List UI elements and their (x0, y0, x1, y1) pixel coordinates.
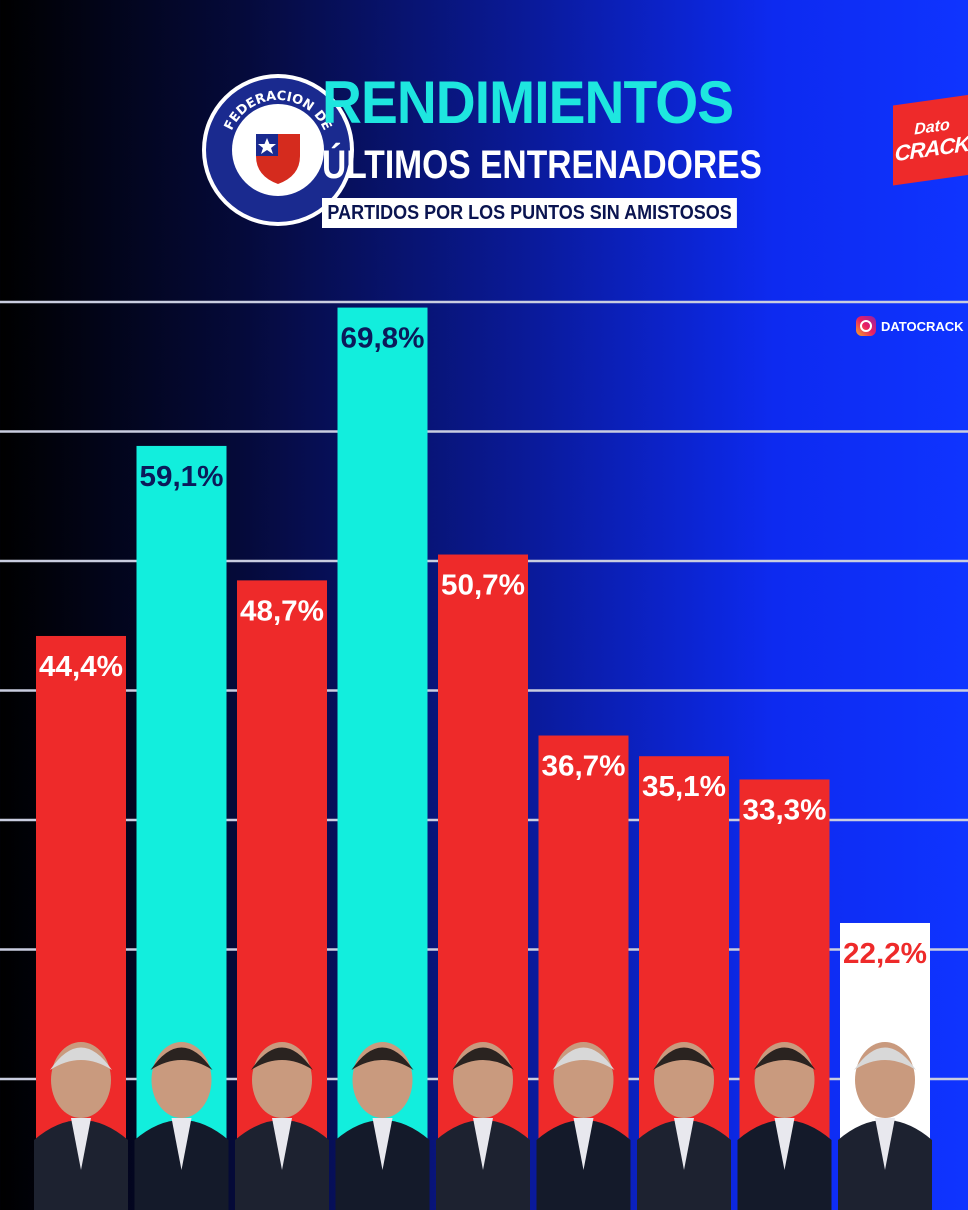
value-label: 36,7% (542, 751, 626, 783)
coach-photo (737, 1042, 832, 1210)
value-label: 35,1% (642, 771, 726, 803)
value-label: 69,8% (341, 323, 425, 355)
coach-photos (34, 1042, 932, 1210)
coach-photo (235, 1042, 329, 1210)
instagram-label: DATOCRACK (881, 318, 964, 334)
chart-subtitle: ÚLTIMOS ENTRENADORES (322, 143, 762, 187)
instagram-icon (856, 316, 876, 336)
instagram-handle: DATOCRACK (856, 316, 964, 336)
coach-photo (536, 1042, 631, 1210)
value-labels: 44,4% 59,1% 48,7% 69,8% 50,7% 36,7% 35,1% 33,3%… (39, 323, 927, 970)
value-label: 59,1% (140, 461, 224, 493)
value-label: 33,3% (743, 794, 827, 826)
coach-photo (34, 1042, 128, 1210)
federation-logo: FEDERACION DE DE CHILE (202, 74, 354, 226)
coach-photo (134, 1042, 229, 1210)
chart-title: RENDIMIENTOS (322, 69, 734, 136)
value-label: 22,2% (843, 938, 927, 970)
header: FEDERACION DE DE CHILE RENDIMIENTOS ÚLTI… (0, 0, 968, 300)
coach-photo (838, 1042, 932, 1210)
coach-photo (637, 1042, 731, 1210)
value-label: 44,4% (39, 651, 123, 683)
value-label: 48,7% (240, 595, 324, 627)
coach-photo (436, 1042, 530, 1210)
chart-caption: PARTIDOS POR LOS PUNTOS SIN AMISTOSOS (322, 198, 738, 228)
value-label: 50,7% (441, 570, 525, 602)
coach-photo (335, 1042, 430, 1210)
svg-text:DE CHILE: DE CHILE (248, 176, 309, 198)
